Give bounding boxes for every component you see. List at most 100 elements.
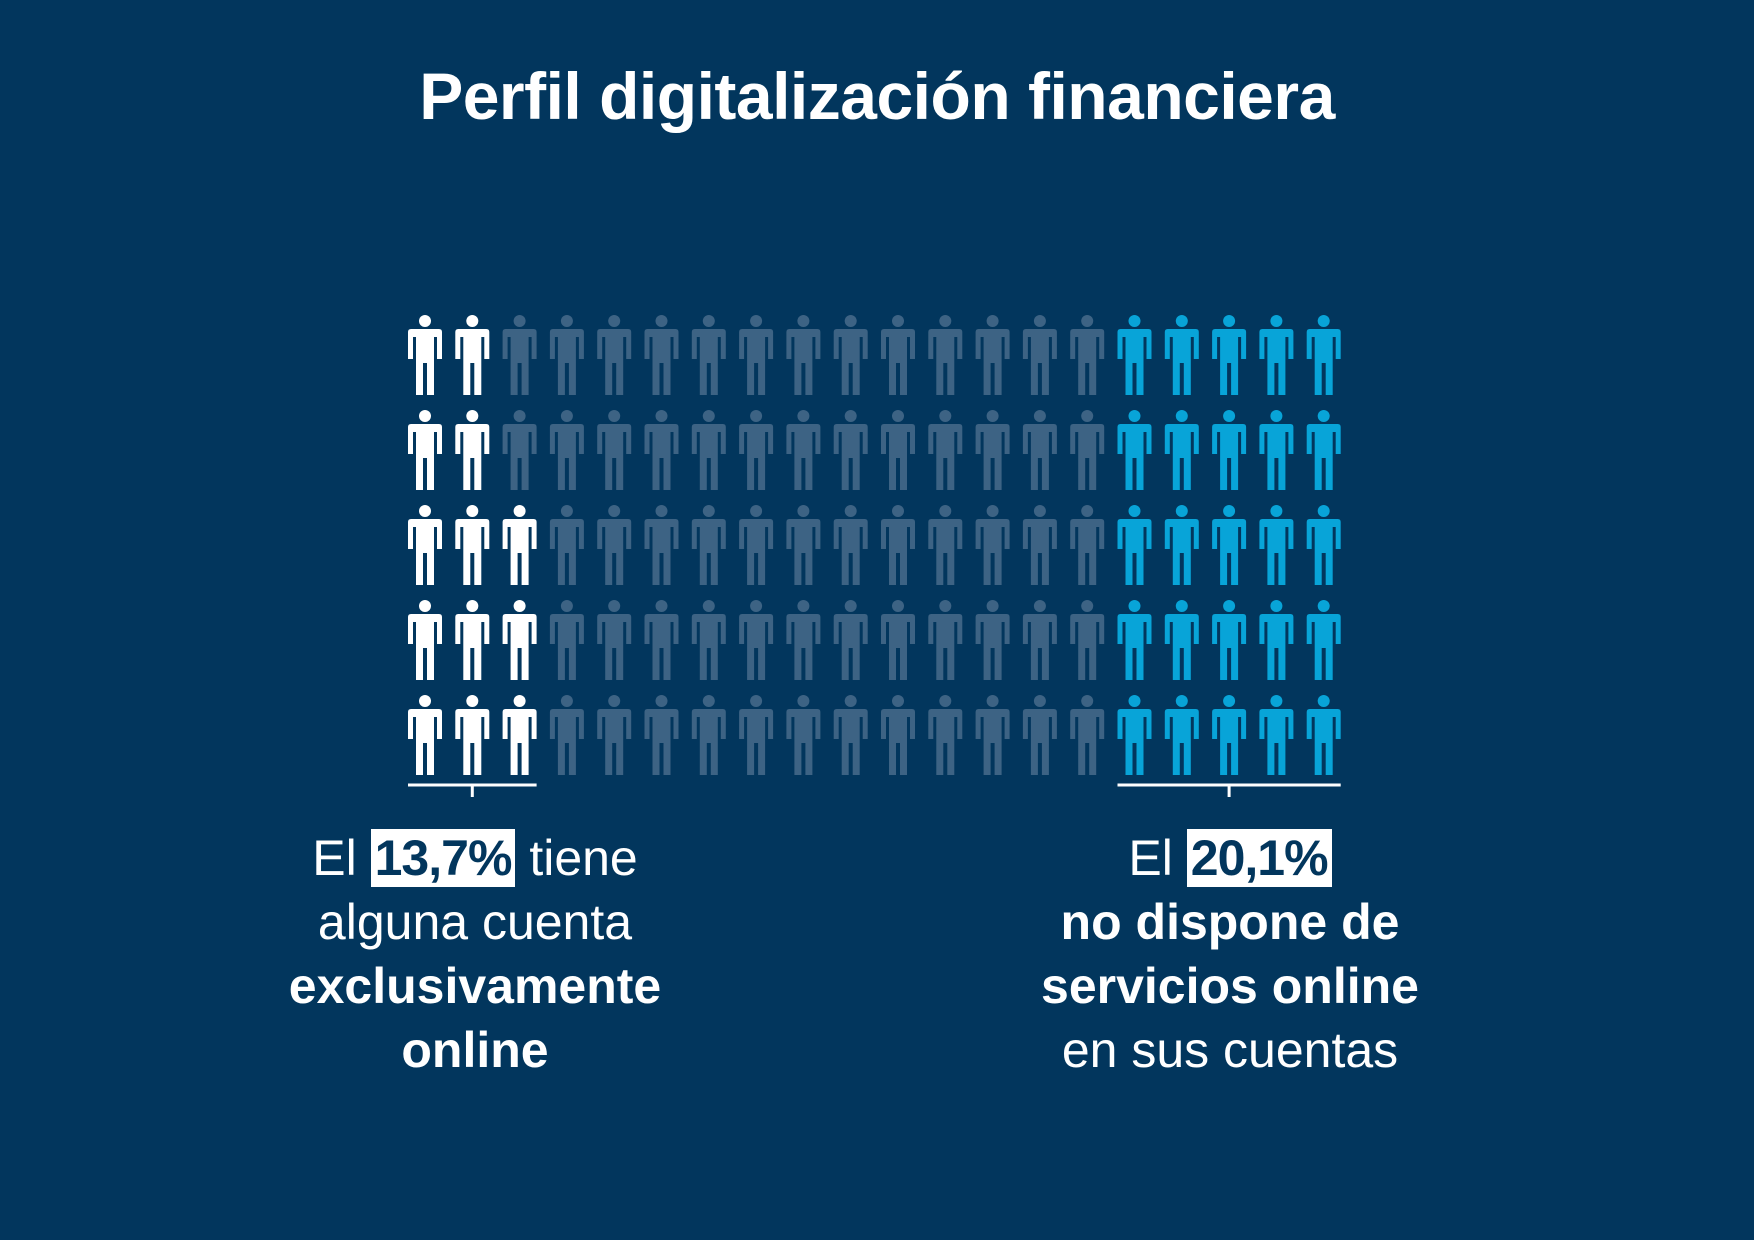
- person-icon-no-online: [1117, 315, 1152, 395]
- person-icon-no-online: [1259, 315, 1294, 395]
- person-icon-rest: [928, 695, 963, 775]
- caption-right-line1: El 20,1%: [980, 826, 1480, 890]
- person-icon-rest: [833, 410, 868, 490]
- person-icon-rest: [691, 695, 726, 775]
- person-icon-rest: [644, 505, 679, 585]
- person-icon-rest: [1022, 315, 1057, 395]
- person-icon-rest: [1022, 410, 1057, 490]
- caption-right-line3: servicios online: [1041, 958, 1419, 1014]
- person-icon-online-only: [502, 695, 537, 775]
- person-icon-no-online: [1306, 505, 1341, 585]
- person-icon-rest: [644, 695, 679, 775]
- person-icon-online-only: [502, 505, 537, 585]
- person-icon-rest: [739, 410, 774, 490]
- person-icon-no-online: [1117, 410, 1152, 490]
- person-icon-online-only: [408, 695, 442, 775]
- person-icon-rest: [833, 600, 868, 680]
- caption-left-after-value: tiene: [529, 830, 638, 886]
- person-icon-rest: [881, 505, 915, 585]
- person-icon-rest: [597, 410, 632, 490]
- person-icon-rest: [1070, 600, 1105, 680]
- person-icon-rest: [691, 505, 726, 585]
- person-icon-no-online: [1212, 315, 1247, 395]
- person-icon-rest: [691, 410, 726, 490]
- caption-left-line3: exclusivamente: [288, 958, 662, 1014]
- person-icon-rest: [1070, 505, 1105, 585]
- person-icon-rest: [597, 600, 632, 680]
- person-icon-rest: [1022, 600, 1057, 680]
- person-icon-online-only: [408, 315, 442, 395]
- person-icon-rest: [786, 695, 821, 775]
- person-icon-rest: [644, 315, 679, 395]
- person-icon-rest: [975, 695, 1010, 775]
- person-icon-no-online: [1164, 505, 1199, 585]
- person-icon-rest: [597, 315, 632, 395]
- person-icon-rest: [786, 410, 821, 490]
- caption-right-value: 20,1%: [1186, 829, 1332, 887]
- person-icon-rest: [975, 315, 1010, 395]
- bracket-left: [408, 783, 537, 797]
- caption-left-value: 13,7%: [370, 829, 516, 887]
- person-icon-rest: [644, 410, 679, 490]
- person-icon-rest: [833, 505, 868, 585]
- person-icon-online-only: [455, 410, 490, 490]
- person-icon-rest: [739, 505, 774, 585]
- person-icon-online-only: [455, 695, 490, 775]
- caption-left-line2: alguna cuenta: [317, 894, 633, 950]
- person-icon-rest: [928, 315, 963, 395]
- caption-right-prefix: El: [1128, 830, 1173, 886]
- bracket-right: [1117, 783, 1341, 797]
- person-icon-rest: [739, 695, 774, 775]
- person-icon-rest: [1070, 410, 1105, 490]
- person-icon-no-online: [1212, 505, 1247, 585]
- chart-title: Perfil digitalización financiera: [419, 59, 1335, 133]
- person-icon-rest: [1022, 505, 1057, 585]
- person-icon-rest: [502, 410, 537, 490]
- person-icon-online-only: [408, 600, 442, 680]
- person-icon-no-online: [1212, 600, 1247, 680]
- person-icon-online-only: [455, 505, 490, 585]
- people-icons: [408, 315, 1341, 775]
- person-icon-rest: [928, 410, 963, 490]
- person-icon-rest: [597, 695, 632, 775]
- person-icon-online-only: [408, 410, 442, 490]
- person-icon-rest: [1070, 315, 1105, 395]
- person-icon-no-online: [1259, 410, 1294, 490]
- person-icon-rest: [549, 600, 584, 680]
- person-icon-rest: [975, 410, 1010, 490]
- person-icon-rest: [881, 695, 915, 775]
- person-icon-rest: [502, 315, 537, 395]
- person-icon-no-online: [1164, 600, 1199, 680]
- person-icon-no-online: [1259, 695, 1294, 775]
- person-icon-no-online: [1164, 695, 1199, 775]
- person-icon-rest: [691, 315, 726, 395]
- person-icon-no-online: [1164, 315, 1199, 395]
- person-icon-rest: [833, 315, 868, 395]
- person-icon-no-online: [1259, 505, 1294, 585]
- person-icon-no-online: [1306, 600, 1341, 680]
- person-icon-rest: [739, 600, 774, 680]
- group-brackets: [408, 783, 1341, 797]
- caption-right-line2: no dispone de: [1060, 894, 1400, 950]
- person-icon-no-online: [1117, 695, 1152, 775]
- person-icon-rest: [975, 505, 1010, 585]
- person-icon-rest: [597, 505, 632, 585]
- person-icon-no-online: [1212, 410, 1247, 490]
- person-icon-online-only: [502, 600, 537, 680]
- person-icon-online-only: [455, 600, 490, 680]
- person-icon-no-online: [1306, 315, 1341, 395]
- person-icon-rest: [833, 695, 868, 775]
- person-icon-no-online: [1117, 505, 1152, 585]
- person-icon-no-online: [1306, 695, 1341, 775]
- person-icon-no-online: [1212, 695, 1247, 775]
- caption-left-line4: online: [401, 1022, 549, 1078]
- person-icon-rest: [549, 695, 584, 775]
- person-icon-rest: [928, 600, 963, 680]
- person-icon-rest: [881, 600, 915, 680]
- person-icon-rest: [644, 600, 679, 680]
- person-icon-rest: [739, 315, 774, 395]
- person-icon-online-only: [408, 505, 442, 585]
- caption-left-line1: El 13,7% tiene: [225, 826, 725, 890]
- caption-left: El 13,7% tiene alguna cuenta exclusivame…: [225, 826, 725, 1082]
